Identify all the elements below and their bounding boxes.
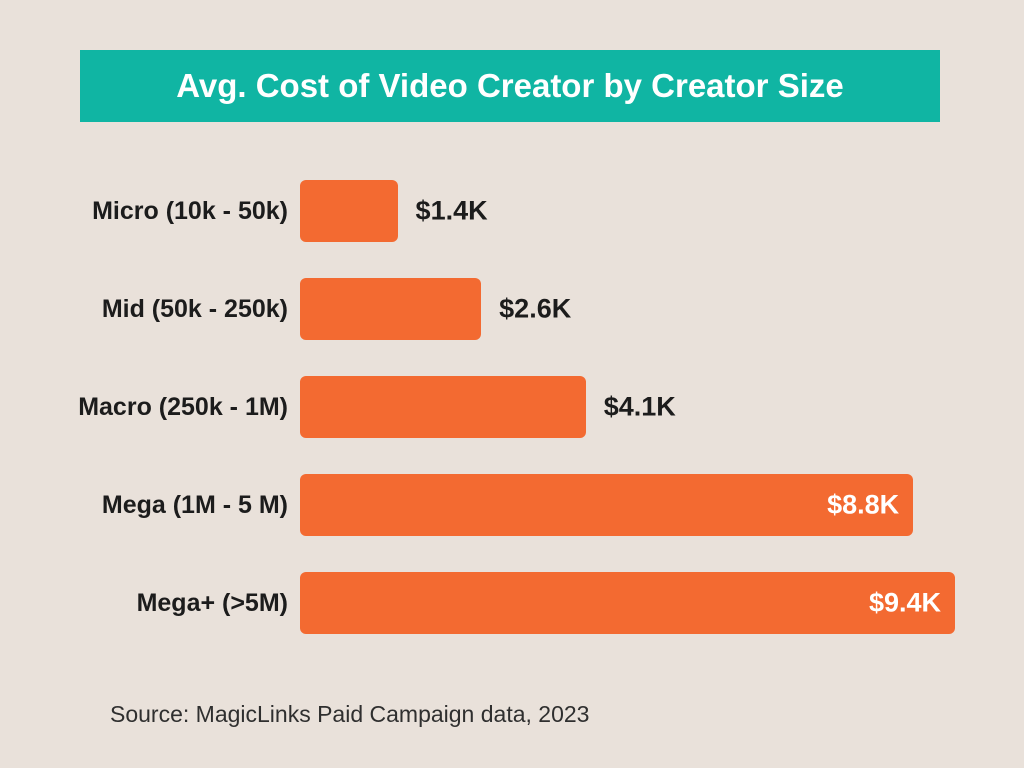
chart-row: Micro (10k - 50k) $1.4K — [75, 180, 955, 242]
category-label: Macro (250k - 1M) — [75, 393, 300, 422]
bar — [300, 376, 586, 438]
source-attribution: Source: MagicLinks Paid Campaign data, 2… — [110, 701, 589, 728]
value-label: $4.1K — [604, 392, 676, 423]
chart-row: Macro (250k - 1M) $4.1K — [75, 376, 955, 438]
bar-wrap: $8.8K — [300, 474, 955, 536]
chart-row: Mega+ (>5M) $9.4K — [75, 572, 955, 634]
chart-row: Mid (50k - 250k) $2.6K — [75, 278, 955, 340]
bar-wrap: $9.4K — [300, 572, 955, 634]
value-label: $1.4K — [416, 196, 488, 227]
value-label: $2.6K — [499, 294, 571, 325]
bar-wrap: $2.6K — [300, 278, 955, 340]
chart-title: Avg. Cost of Video Creator by Creator Si… — [176, 67, 843, 105]
bar — [300, 572, 955, 634]
category-label: Mega+ (>5M) — [75, 589, 300, 618]
chart-row: Mega (1M - 5 M) $8.8K — [75, 474, 955, 536]
category-label: Mid (50k - 250k) — [75, 295, 300, 324]
bar — [300, 180, 398, 242]
bar-chart: Micro (10k - 50k) $1.4K Mid (50k - 250k)… — [75, 180, 955, 670]
bar — [300, 474, 913, 536]
category-label: Mega (1M - 5 M) — [75, 491, 300, 520]
bar-wrap: $1.4K — [300, 180, 955, 242]
title-banner: Avg. Cost of Video Creator by Creator Si… — [80, 50, 940, 122]
value-label: $8.8K — [827, 490, 899, 521]
bar — [300, 278, 481, 340]
category-label: Micro (10k - 50k) — [75, 197, 300, 226]
bar-wrap: $4.1K — [300, 376, 955, 438]
value-label: $9.4K — [869, 588, 941, 619]
